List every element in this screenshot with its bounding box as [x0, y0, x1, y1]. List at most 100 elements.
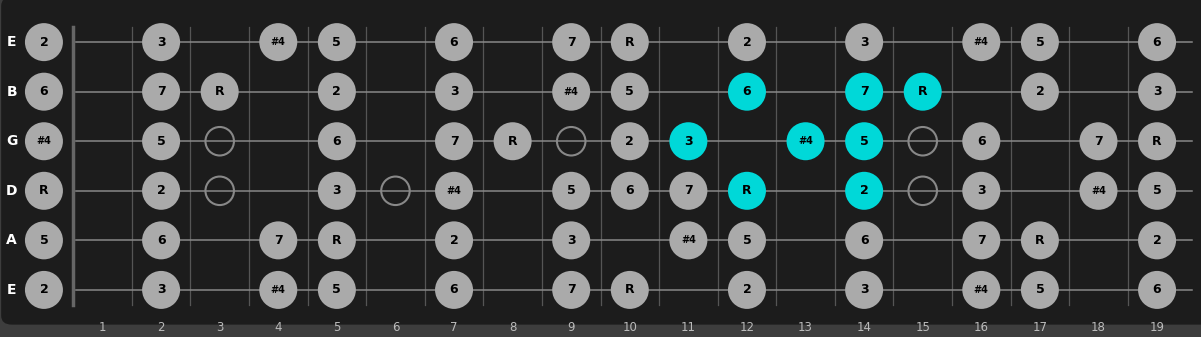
Ellipse shape	[552, 172, 590, 210]
Text: #4: #4	[36, 136, 52, 146]
Text: #4: #4	[974, 285, 988, 295]
Ellipse shape	[142, 172, 180, 210]
Text: 3: 3	[567, 234, 575, 247]
Text: 5: 5	[742, 234, 752, 247]
Ellipse shape	[1021, 23, 1059, 61]
Text: 2: 2	[1153, 234, 1161, 247]
Text: 5: 5	[333, 283, 341, 297]
Text: 3: 3	[157, 36, 166, 49]
Text: 6: 6	[392, 320, 399, 334]
Text: R: R	[508, 135, 518, 148]
Text: R: R	[331, 234, 341, 247]
Ellipse shape	[25, 23, 62, 61]
Ellipse shape	[435, 221, 473, 259]
Text: 5: 5	[1153, 184, 1161, 197]
Ellipse shape	[318, 221, 355, 259]
Ellipse shape	[846, 122, 883, 160]
Text: 3: 3	[685, 135, 693, 148]
Text: 6: 6	[860, 234, 868, 247]
Ellipse shape	[259, 221, 298, 259]
Ellipse shape	[201, 73, 239, 111]
Text: B: B	[6, 85, 17, 99]
Ellipse shape	[611, 122, 649, 160]
Text: 2: 2	[157, 320, 165, 334]
Text: 6: 6	[40, 85, 48, 98]
Text: 11: 11	[681, 320, 695, 334]
Text: D: D	[6, 184, 18, 198]
Ellipse shape	[611, 73, 649, 111]
Text: #4: #4	[799, 136, 813, 146]
Text: 7: 7	[567, 283, 575, 297]
Text: E: E	[7, 35, 17, 49]
Ellipse shape	[259, 271, 298, 309]
Text: R: R	[742, 184, 752, 197]
Text: 5: 5	[1035, 283, 1044, 297]
Text: 5: 5	[157, 135, 166, 148]
Text: 6: 6	[333, 135, 341, 148]
Text: 2: 2	[40, 36, 48, 49]
Text: 13: 13	[799, 320, 813, 334]
Ellipse shape	[259, 23, 298, 61]
Text: 7: 7	[1094, 135, 1103, 148]
Text: R: R	[40, 184, 49, 197]
Ellipse shape	[669, 172, 707, 210]
Ellipse shape	[318, 23, 355, 61]
Text: #4: #4	[974, 37, 988, 47]
Text: 2: 2	[626, 135, 634, 148]
Text: 7: 7	[157, 85, 166, 98]
Ellipse shape	[318, 271, 355, 309]
Ellipse shape	[1139, 73, 1176, 111]
Ellipse shape	[611, 23, 649, 61]
Text: #4: #4	[1091, 186, 1106, 196]
Text: 5: 5	[40, 234, 48, 247]
Ellipse shape	[1139, 221, 1176, 259]
Text: 8: 8	[509, 320, 516, 334]
Text: R: R	[625, 36, 634, 49]
Text: R: R	[1035, 234, 1045, 247]
Text: #4: #4	[681, 235, 695, 245]
Text: 2: 2	[157, 184, 166, 197]
Text: 5: 5	[333, 320, 341, 334]
Ellipse shape	[142, 73, 180, 111]
Ellipse shape	[728, 221, 766, 259]
Text: 7: 7	[685, 184, 693, 197]
Ellipse shape	[846, 221, 883, 259]
Ellipse shape	[318, 73, 355, 111]
Text: 6: 6	[742, 85, 752, 98]
Ellipse shape	[846, 23, 883, 61]
Text: 3: 3	[449, 85, 459, 98]
Ellipse shape	[1021, 271, 1059, 309]
Ellipse shape	[1021, 73, 1059, 111]
Ellipse shape	[25, 271, 62, 309]
Ellipse shape	[1139, 23, 1176, 61]
Ellipse shape	[1139, 271, 1176, 309]
Ellipse shape	[962, 23, 1000, 61]
Text: 19: 19	[1149, 320, 1165, 334]
Text: 3: 3	[1153, 85, 1161, 98]
Ellipse shape	[552, 271, 590, 309]
Text: 16: 16	[974, 320, 988, 334]
Text: 7: 7	[274, 234, 282, 247]
Ellipse shape	[435, 172, 473, 210]
Ellipse shape	[962, 221, 1000, 259]
Text: #4: #4	[447, 186, 461, 196]
Text: 3: 3	[860, 36, 868, 49]
Ellipse shape	[787, 122, 825, 160]
Ellipse shape	[142, 271, 180, 309]
Ellipse shape	[846, 271, 883, 309]
FancyBboxPatch shape	[1, 0, 1201, 325]
Text: 3: 3	[976, 184, 986, 197]
Ellipse shape	[25, 172, 62, 210]
Text: 5: 5	[860, 135, 868, 148]
Text: R: R	[215, 85, 225, 98]
Text: 1: 1	[98, 320, 106, 334]
Ellipse shape	[962, 172, 1000, 210]
Ellipse shape	[1021, 221, 1059, 259]
Text: 2: 2	[860, 184, 868, 197]
Text: 6: 6	[449, 36, 459, 49]
Ellipse shape	[728, 73, 766, 111]
Text: 5: 5	[1035, 36, 1044, 49]
Text: 2: 2	[1035, 85, 1044, 98]
Ellipse shape	[494, 122, 532, 160]
Text: 2: 2	[449, 234, 459, 247]
